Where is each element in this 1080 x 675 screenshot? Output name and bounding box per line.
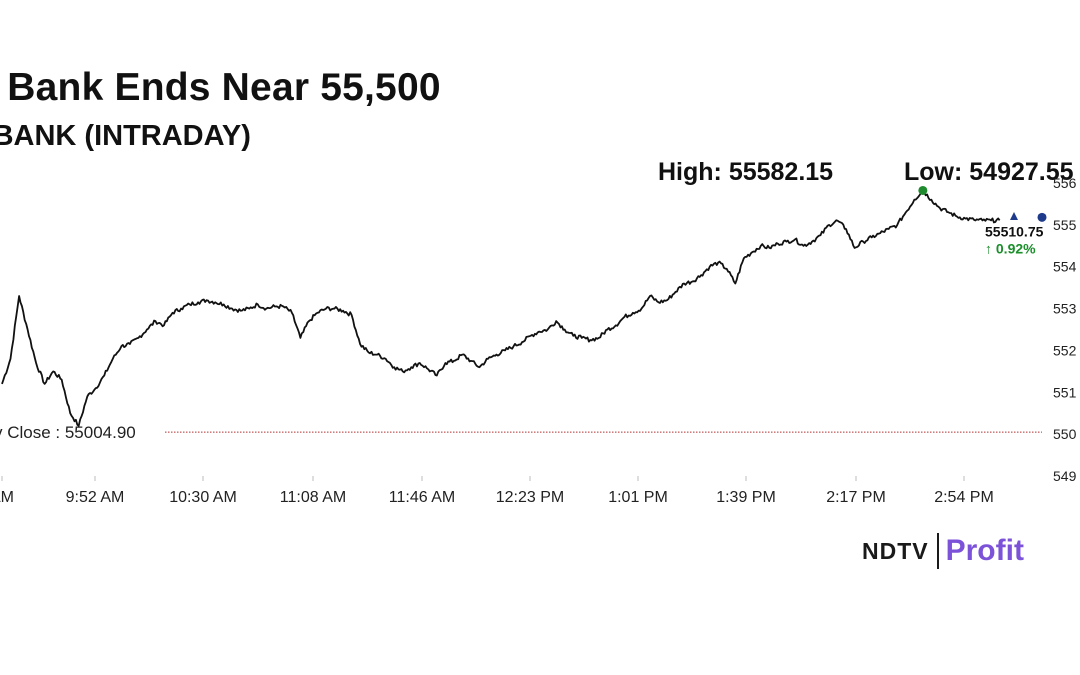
chart-subtitle: TY BANK (INTRADAY) bbox=[0, 120, 251, 152]
ndtv-profit-logo: NDTV Profit bbox=[862, 530, 1024, 572]
x-tick-label: 11:08 AM bbox=[280, 489, 346, 506]
last-change-label: ↑ 0.92% bbox=[985, 240, 1036, 256]
prev-close-label: v Close : 55004.90 bbox=[0, 423, 136, 442]
y-tick-label: 552 bbox=[1053, 342, 1077, 358]
day-low-label: Low: 54927.55 bbox=[904, 158, 1074, 186]
x-tick-label: 1:39 PM bbox=[716, 489, 776, 506]
price-series-line bbox=[1, 189, 1001, 427]
x-tick-label: 10:30 AM bbox=[169, 489, 237, 506]
x-tick-label: 2:17 PM bbox=[826, 489, 886, 506]
last-price-label: 55510.75 bbox=[985, 223, 1044, 239]
y-tick-label: 556 bbox=[1053, 175, 1077, 191]
up-arrow-marker bbox=[1010, 212, 1018, 220]
y-tick-label: 555 bbox=[1053, 217, 1077, 233]
day-high-marker bbox=[918, 185, 928, 195]
y-tick-label: 551 bbox=[1053, 384, 1077, 400]
logo-profit-text: Profit bbox=[945, 534, 1024, 567]
chart-title: fty Bank Ends Near 55,500 bbox=[0, 66, 441, 109]
y-tick-label: 550 bbox=[1053, 426, 1077, 442]
x-tick-label: 9:52 AM bbox=[66, 489, 125, 506]
live-price-marker bbox=[1037, 212, 1047, 222]
x-tick-label: 12:23 PM bbox=[496, 489, 564, 506]
x-tick-label: 11:46 AM bbox=[389, 489, 455, 506]
y-tick-label: 553 bbox=[1053, 301, 1077, 317]
logo-ndtv-text: NDTV bbox=[862, 537, 929, 564]
day-high-label: High: 55582.15 bbox=[658, 158, 834, 186]
x-tick-label: 2:54 PM bbox=[934, 489, 994, 506]
y-axis-ticks: 549 550 551 552 553 554 555 556 bbox=[1053, 175, 1077, 484]
y-tick-label: 554 bbox=[1053, 259, 1077, 275]
x-axis-ticks: AM 9:52 AM 10:30 AM 11:08 AM 11:46 AM 12:23 P… bbox=[0, 476, 994, 506]
logo-divider bbox=[936, 533, 939, 569]
y-tick-label: 549 bbox=[1053, 468, 1077, 484]
x-tick-label: AM bbox=[0, 489, 14, 506]
x-tick-label: 1:01 PM bbox=[608, 489, 668, 506]
